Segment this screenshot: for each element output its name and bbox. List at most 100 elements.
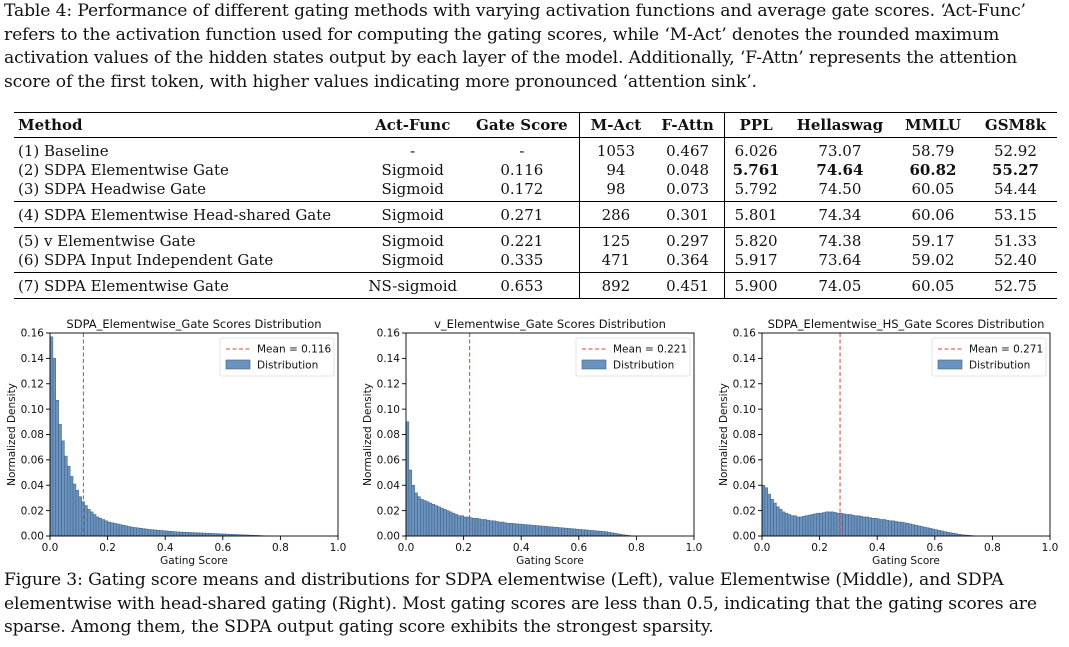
histogram-bar	[515, 523, 519, 537]
y-tick-label: 0.14	[21, 353, 45, 365]
cell-mmlu: 60.82	[909, 161, 957, 179]
histogram-bar	[52, 358, 57, 537]
y-tick-label: 0.16	[21, 328, 45, 340]
cell-gate-score: -	[464, 137, 581, 161]
x-tick-label: 0.2	[811, 542, 828, 554]
cell-act-func: Sigmoid	[360, 251, 465, 273]
histogram-bar	[64, 455, 68, 537]
chart-title: SDPA_Elementwise_Gate Scores Distributio…	[66, 317, 321, 331]
table-row: (1) Baseline - -1053 0.467 6.026 73.07 58.79 52…	[14, 137, 1057, 161]
histogram-bar	[819, 512, 823, 537]
histogram-bar	[133, 527, 137, 537]
cell-gsm8k: 52.40	[973, 251, 1057, 273]
cell-gate-score: 0.116	[464, 161, 581, 180]
histogram-bar	[87, 509, 91, 537]
histogram-bar	[454, 514, 459, 537]
histogram-bar	[463, 516, 467, 537]
x-axis-label: Gating Score	[516, 555, 584, 567]
y-tick-label: 0.06	[21, 455, 45, 467]
header-f-attn: F-Attn	[651, 112, 725, 138]
histogram-bar	[474, 517, 479, 537]
histogram-bar	[842, 513, 846, 537]
table-caption-text: Performance of different gating methods …	[4, 1, 1026, 92]
histogram-bar	[469, 517, 473, 537]
histogram-bar	[885, 519, 889, 537]
histogram-bar	[555, 527, 559, 537]
histogram-bar	[431, 504, 436, 537]
histogram-bar	[95, 516, 100, 537]
histogram-bar	[552, 526, 557, 537]
y-axis-label: Normalized Density	[362, 383, 374, 486]
histogram-bar	[853, 515, 858, 537]
histogram-bar	[486, 519, 490, 537]
cell-hellaswag: 74.38	[818, 232, 862, 250]
histogram-bar	[610, 532, 614, 537]
histogram-bar	[150, 529, 154, 537]
histogram-bar	[162, 530, 166, 537]
table-group: (1) Baseline - -1053 0.467 6.026 73.07 58.79 52…	[14, 137, 1057, 202]
histogram-bar	[90, 511, 94, 537]
histogram-bar	[190, 532, 195, 537]
histogram-bar	[793, 515, 797, 537]
histogram-bar	[176, 531, 180, 537]
histogram-bar	[121, 524, 126, 537]
histogram-bar	[802, 516, 806, 537]
table-row: (4) SDPA Elementwise Head-shared Gate Sig…	[14, 201, 1057, 228]
cell-mmlu: 60.05	[892, 180, 974, 202]
histogram-bar	[776, 506, 780, 537]
histogram-bar	[830, 511, 835, 537]
histogram-bar	[813, 513, 817, 537]
x-tick-label: 0.2	[99, 542, 116, 554]
cell-f-attn: 0.297	[651, 227, 725, 251]
histogram-bar	[862, 516, 866, 537]
cell-m-act: 892	[579, 272, 652, 299]
histogram-bar	[770, 498, 774, 537]
header-gsm8k: GSM8k	[973, 112, 1057, 138]
histogram-bar	[523, 524, 528, 537]
histogram-bar	[567, 528, 571, 537]
cell-gate-score: 0.172	[464, 180, 581, 202]
histogram-bar	[489, 520, 493, 537]
cell-gate-score: 0.271	[464, 201, 581, 228]
histogram-bar	[187, 532, 192, 537]
histogram-bar	[127, 526, 131, 537]
histogram-bar	[451, 512, 456, 537]
histogram-bar	[443, 509, 447, 537]
histogram-bar	[526, 524, 531, 537]
histogram-bar	[923, 526, 927, 537]
histogram-bar	[833, 512, 838, 537]
x-tick-label: 1.0	[1042, 542, 1059, 554]
legend-dist-swatch	[225, 359, 251, 370]
cell-ppl: 5.761	[732, 161, 780, 179]
histogram-bar	[185, 532, 189, 537]
x-axis-label: Gating Score	[160, 555, 228, 567]
table-group: (7) SDPA Elementwise Gate NS-sigmoid 0.653…	[14, 272, 1057, 299]
x-tick-label: 0.6	[214, 542, 231, 554]
table-group: (5) v Elementwise Gate Sigmoid 0.221 125 0.2…	[14, 227, 1057, 273]
histogram-bar	[595, 530, 600, 537]
cell-hellaswag: 73.64	[787, 251, 893, 273]
cell-m-act: 94	[606, 161, 626, 179]
x-tick-label: 0.8	[628, 542, 645, 554]
x-tick-label: 1.0	[686, 542, 703, 554]
cell-m-act: 125	[601, 232, 631, 250]
histogram-bar	[503, 522, 508, 537]
y-tick-label: 0.16	[377, 328, 401, 340]
cell-f-attn: 0.451	[651, 272, 725, 299]
cell-gsm8k: 51.33	[993, 232, 1037, 250]
histogram-bar	[592, 530, 597, 537]
histogram-bar	[598, 530, 603, 537]
histogram-bar	[868, 517, 872, 537]
histogram-bar	[561, 527, 565, 537]
y-tick-label: 0.06	[733, 455, 757, 467]
histogram-bar	[483, 519, 487, 537]
histogram-bar	[578, 529, 582, 537]
cell-gate-score: 0.653	[464, 272, 581, 299]
histogram-bar	[170, 531, 175, 537]
histogram-bar	[78, 496, 82, 537]
histogram-bar	[136, 527, 140, 537]
y-tick-label: 0.00	[21, 531, 44, 543]
histogram-bar	[480, 519, 485, 537]
cell-m-act: 98	[579, 180, 652, 202]
histogram-bar	[428, 502, 433, 537]
